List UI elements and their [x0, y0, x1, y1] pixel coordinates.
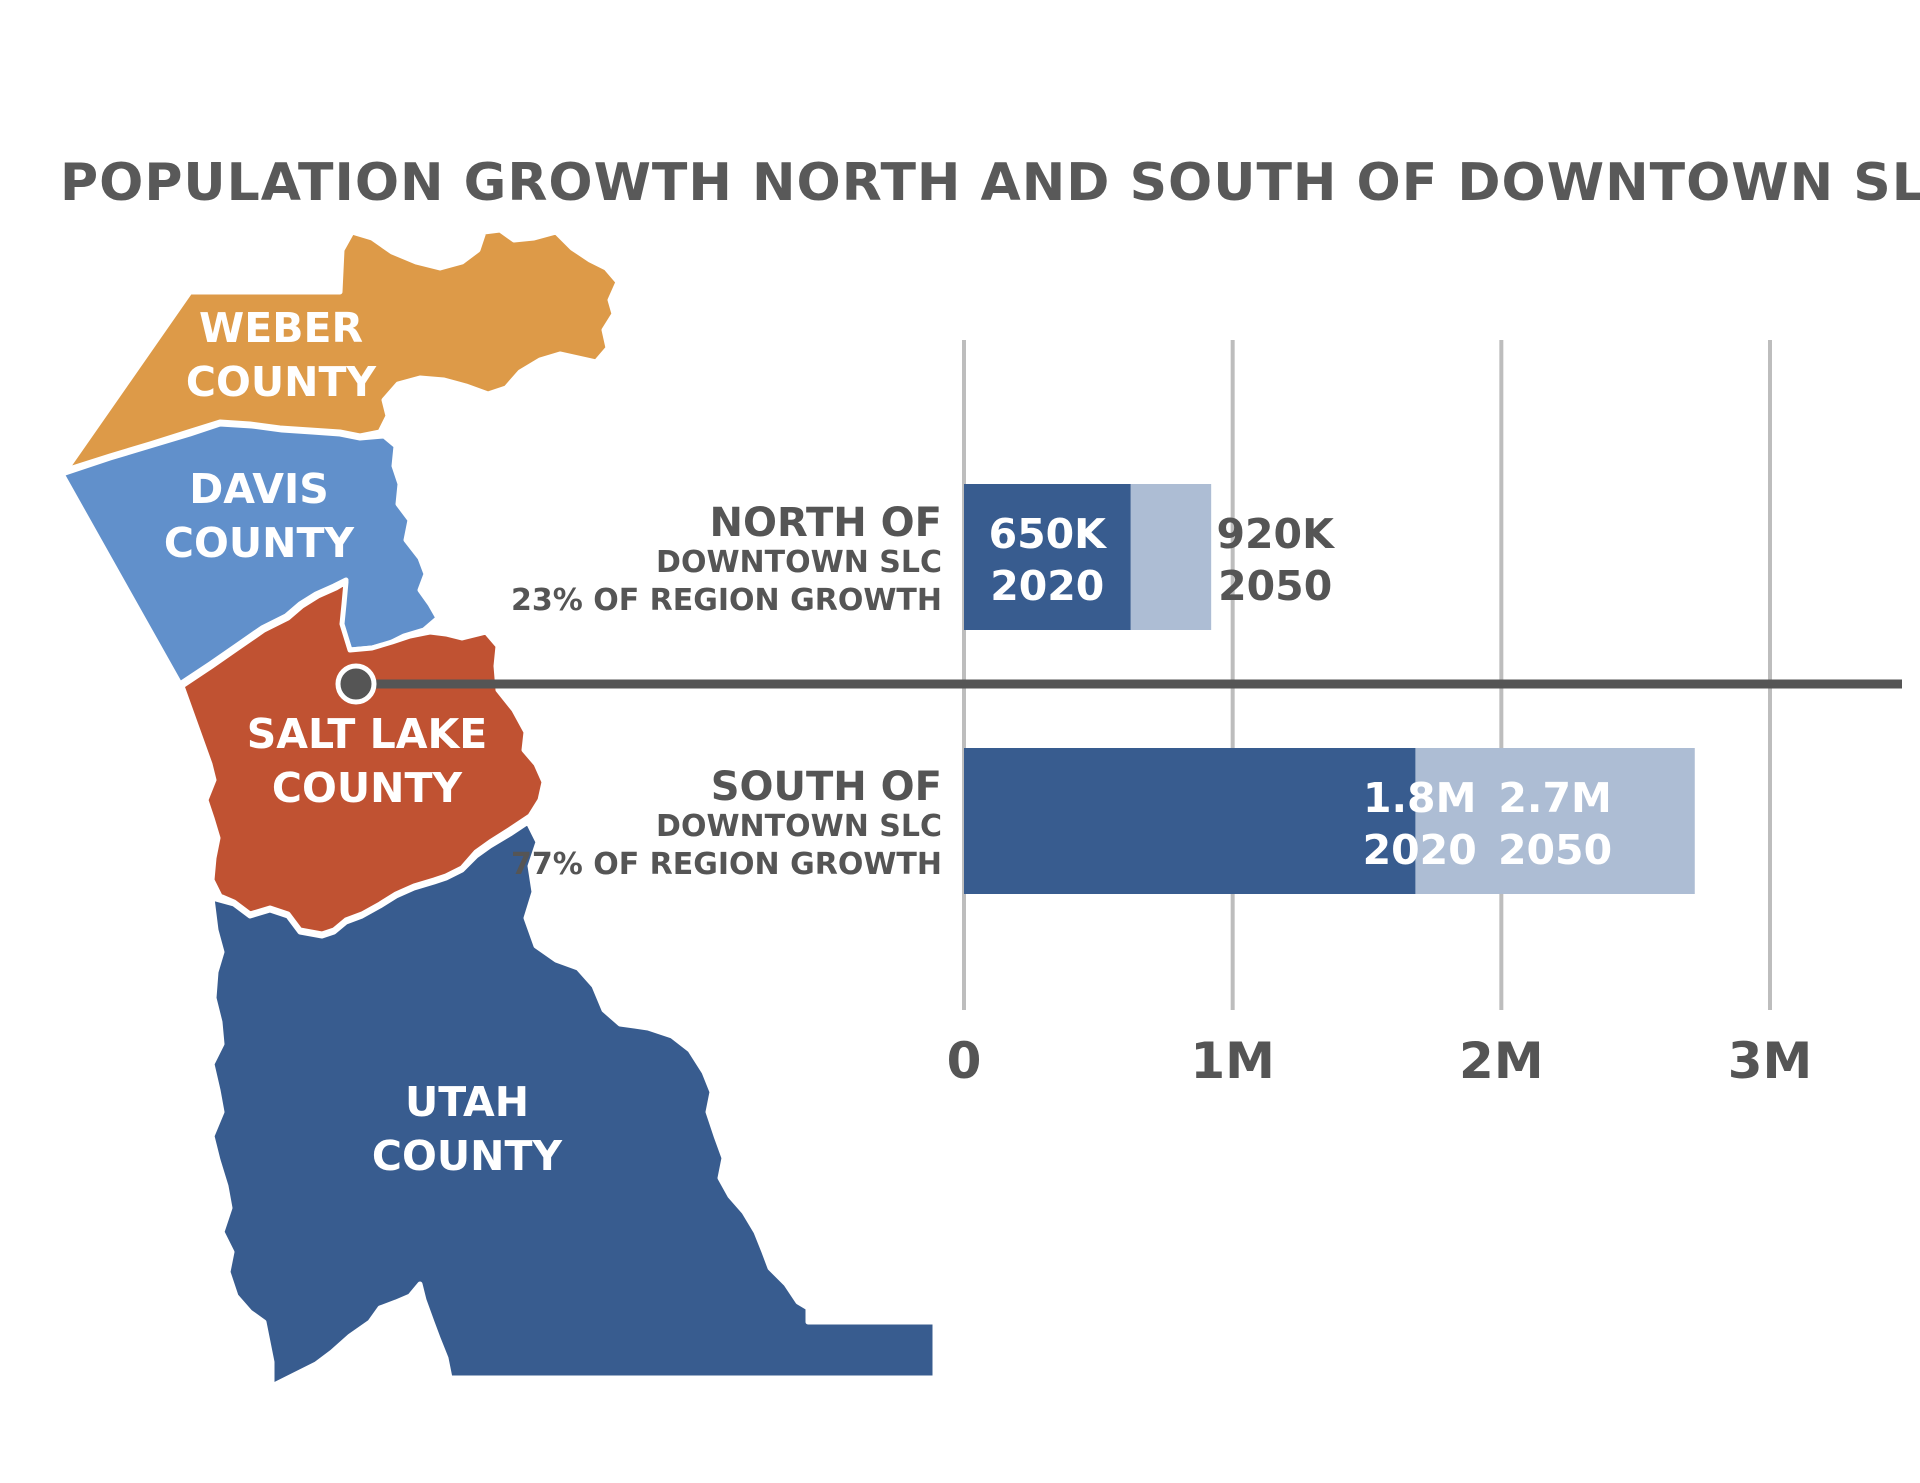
- value-label-2050: 2.7M: [1498, 774, 1611, 822]
- weber-county-label-line2: COUNTY: [186, 358, 378, 406]
- tick-labels: 0 1M 2M 3M: [947, 1032, 1813, 1090]
- chart-title: POPULATION GROWTH NORTH AND SOUTH OF DOW…: [60, 153, 1920, 213]
- x-tick-label: 1M: [1190, 1032, 1275, 1090]
- x-tick-label: 0: [947, 1032, 982, 1090]
- category-label-line3: 77% OF REGION GROWTH: [511, 847, 942, 882]
- downtown-slc-marker: [335, 663, 377, 705]
- bar-2020: [964, 748, 1416, 894]
- bars: [964, 484, 1695, 894]
- series-label-2020: 2020: [990, 562, 1104, 610]
- category-label-line2: DOWNTOWN SLC: [656, 545, 942, 580]
- weber-county-label-line1: WEBER: [199, 304, 363, 352]
- utah-county-shape: [209, 819, 938, 1389]
- salt-lake-county-label-line2: COUNTY: [272, 764, 464, 812]
- gridlines: [962, 340, 1772, 1010]
- davis-county-label-line2: COUNTY: [164, 519, 356, 567]
- series-label-2050: 2050: [1498, 826, 1612, 874]
- series-label-2020: 2020: [1363, 826, 1477, 874]
- series-label-2050: 2050: [1218, 562, 1332, 610]
- category-label-line3: 23% OF REGION GROWTH: [511, 583, 942, 618]
- davis-county-label-line1: DAVIS: [189, 465, 329, 513]
- category-label-line1: NORTH OF: [710, 500, 943, 546]
- utah-county-label-line1: UTAH: [405, 1078, 529, 1126]
- value-label-2020: 650K: [989, 510, 1109, 558]
- category-label-line2: DOWNTOWN SLC: [656, 809, 942, 844]
- x-tick-label: 3M: [1728, 1032, 1813, 1090]
- value-label-2050: 920K: [1216, 510, 1336, 558]
- county-map: WEBER COUNTY DAVIS COUNTY SALT LAKE COUN…: [59, 227, 938, 1389]
- utah-county-label-line2: COUNTY: [372, 1132, 564, 1180]
- bar-2020: [964, 484, 1131, 630]
- x-tick-label: 2M: [1459, 1032, 1544, 1090]
- category-label-line1: SOUTH OF: [711, 764, 942, 810]
- value-label-2020: 1.8M: [1363, 774, 1476, 822]
- salt-lake-county-label-line1: SALT LAKE: [247, 710, 487, 758]
